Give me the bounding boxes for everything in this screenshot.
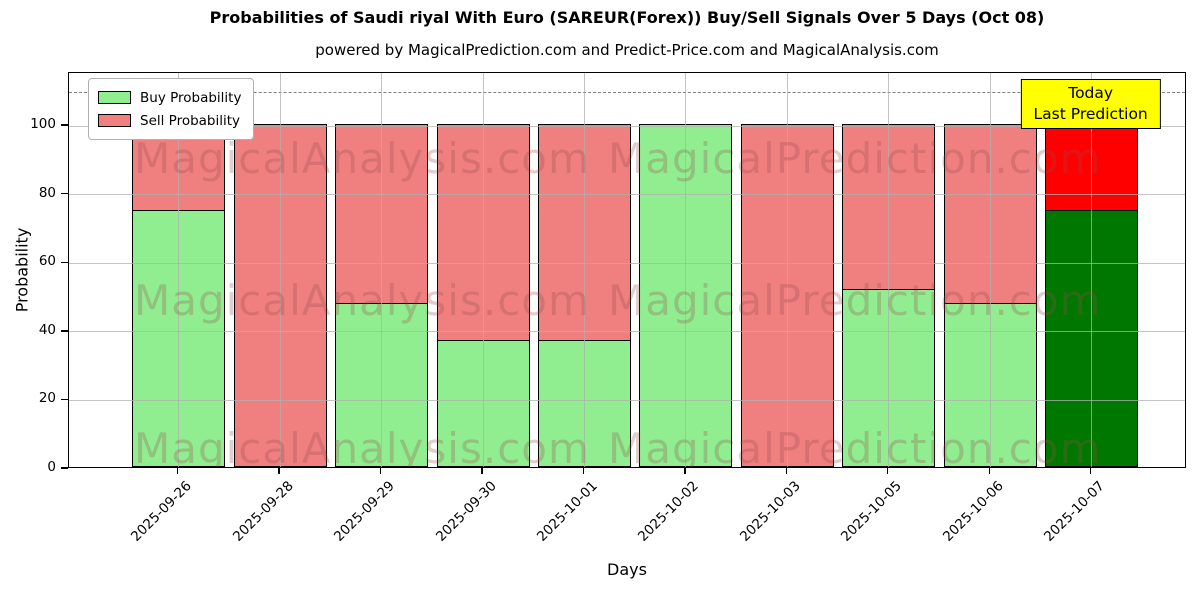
chart-subtitle: powered by MagicalPrediction.com and Pre… xyxy=(315,41,939,59)
v-gridline xyxy=(1091,73,1093,467)
y-tick xyxy=(61,467,68,469)
y-tick-label: 20 xyxy=(38,390,56,407)
y-tick-label: 80 xyxy=(38,184,56,201)
y-tick-label: 0 xyxy=(47,459,56,475)
buy-swatch-icon xyxy=(98,91,131,104)
h-gridline xyxy=(69,262,1185,264)
watermark-text: MagicalPrediction.com xyxy=(608,134,1102,183)
x-tick xyxy=(684,468,686,474)
dashed-threshold-line xyxy=(69,91,1185,93)
x-tick xyxy=(278,468,280,474)
plot-area: MagicalAnalysis.com MagicalPrediction.com… xyxy=(68,72,1186,468)
v-gridline xyxy=(178,73,180,467)
legend: Buy Probability Sell Probability xyxy=(88,78,255,140)
x-tick xyxy=(785,468,788,474)
x-tick xyxy=(887,468,889,474)
legend-label-sell: Sell Probability xyxy=(140,112,241,129)
watermark-text: MagicalAnalysis.com xyxy=(134,276,590,325)
h-gridline xyxy=(69,399,1185,401)
x-tick-label-text: 2025-10-01 xyxy=(533,478,601,545)
today-annotation-line1: Today xyxy=(1068,84,1114,102)
legend-label-buy: Buy Probability xyxy=(140,89,242,106)
v-gridline xyxy=(989,73,991,467)
y-tick xyxy=(61,124,68,126)
v-gridline xyxy=(888,73,890,467)
x-tick xyxy=(481,468,483,474)
x-tick-label-text: 2025-10-02 xyxy=(635,478,703,545)
watermark-text: MagicalAnalysis.com xyxy=(134,134,590,183)
x-tick xyxy=(177,468,179,474)
h-gridline xyxy=(69,125,1185,127)
watermark-text: MagicalAnalysis.com xyxy=(134,424,590,468)
x-tick-label-text: 2025-10-03 xyxy=(736,478,804,545)
y-tick-label: 100 xyxy=(30,116,56,133)
v-gridline xyxy=(482,73,484,467)
sell-swatch-icon xyxy=(98,114,131,127)
y-tick-label: 60 xyxy=(38,253,56,270)
x-tick-label-text: 2025-09-30 xyxy=(432,478,500,545)
h-gridline xyxy=(69,194,1185,196)
x-tick xyxy=(1089,468,1092,474)
y-tick xyxy=(61,193,68,195)
v-gridline xyxy=(381,73,383,467)
x-tick-label-text: 2025-09-29 xyxy=(331,478,398,545)
x-axis-label: Days xyxy=(607,560,647,579)
y-tick xyxy=(61,261,68,263)
x-tick-label-text: 2025-10-06 xyxy=(939,478,1007,545)
watermark-text: MagicalPrediction.com xyxy=(608,276,1102,325)
y-tick xyxy=(61,398,68,401)
x-tick-label-text: 2025-10-07 xyxy=(1041,478,1108,545)
y-axis-label: Probability xyxy=(12,227,32,313)
today-annotation: Today Last Prediction xyxy=(1020,79,1161,129)
x-tick xyxy=(988,468,990,474)
v-gridline xyxy=(786,73,788,467)
today-annotation-line2: Last Prediction xyxy=(1033,105,1148,123)
x-tick xyxy=(379,468,382,474)
y-tick-label: 40 xyxy=(38,321,56,338)
chart-title: Probabilities of Saudi riyal With Euro (… xyxy=(209,8,1045,27)
legend-item-sell: Sell Probability xyxy=(98,109,241,132)
h-gridline xyxy=(69,331,1185,333)
x-tick-label-text: 2025-09-28 xyxy=(229,478,297,545)
v-gridline xyxy=(583,73,585,467)
y-tick xyxy=(61,330,68,332)
x-tick xyxy=(582,468,585,474)
x-tick-label-text: 2025-10-05 xyxy=(838,478,906,545)
v-gridline xyxy=(685,73,687,467)
legend-item-buy: Buy Probability xyxy=(98,86,241,109)
watermark-text: MagicalPrediction.com xyxy=(608,424,1102,468)
v-gridline xyxy=(279,73,281,467)
x-tick-label-text: 2025-09-26 xyxy=(128,478,196,545)
